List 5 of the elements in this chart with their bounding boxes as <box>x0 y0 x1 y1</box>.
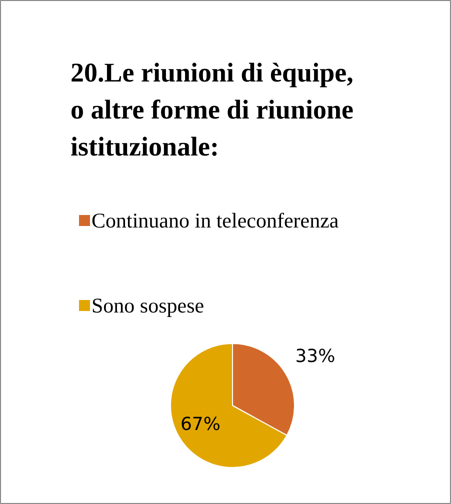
data-label: 33% <box>295 346 336 368</box>
chart-title: 20.Le riunioni di èquipe, o altre forme di riunione istituzionale: <box>70 58 354 162</box>
legend-label: Sono sospese <box>92 294 204 318</box>
legend-label: Continuano in teleconferenza <box>92 208 340 232</box>
data-label: 67% <box>180 414 220 435</box>
